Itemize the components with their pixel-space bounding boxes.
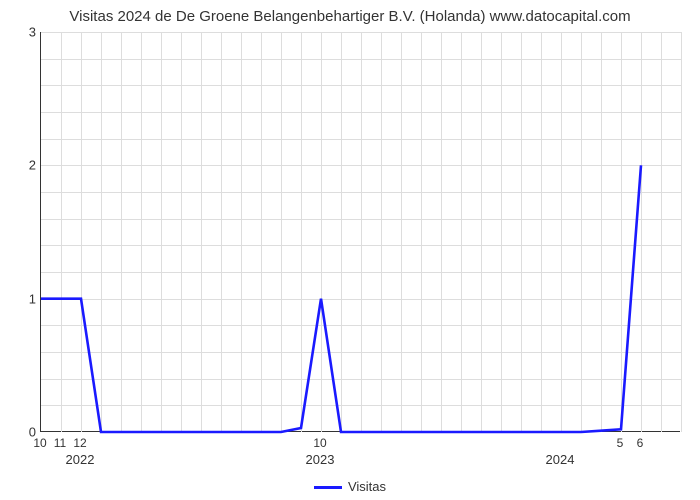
y-tick-label: 2 — [6, 158, 36, 173]
legend-label: Visitas — [348, 479, 386, 494]
legend-swatch — [314, 486, 342, 489]
chart-title: Visitas 2024 de De Groene Belangenbehart… — [0, 8, 700, 25]
x-group-label: 2024 — [546, 452, 575, 467]
visits-line-chart: Visitas 2024 de De Groene Belangenbehart… — [0, 0, 700, 500]
legend: Visitas — [0, 479, 700, 494]
y-tick-label: 3 — [6, 25, 36, 40]
x-tick-label: 11 — [54, 436, 66, 450]
x-group-label: 2023 — [306, 452, 335, 467]
x-tick-label: 10 — [33, 436, 46, 450]
y-tick-label: 0 — [6, 425, 36, 440]
x-tick-label: 5 — [617, 436, 624, 450]
x-tick-label: 10 — [313, 436, 326, 450]
gridline-v — [681, 32, 682, 432]
x-tick-label: 12 — [73, 436, 86, 450]
series-line — [41, 32, 681, 432]
x-group-label: 2022 — [66, 452, 95, 467]
y-tick-label: 1 — [6, 291, 36, 306]
plot-area — [40, 32, 680, 432]
x-tick-label: 6 — [637, 436, 644, 450]
